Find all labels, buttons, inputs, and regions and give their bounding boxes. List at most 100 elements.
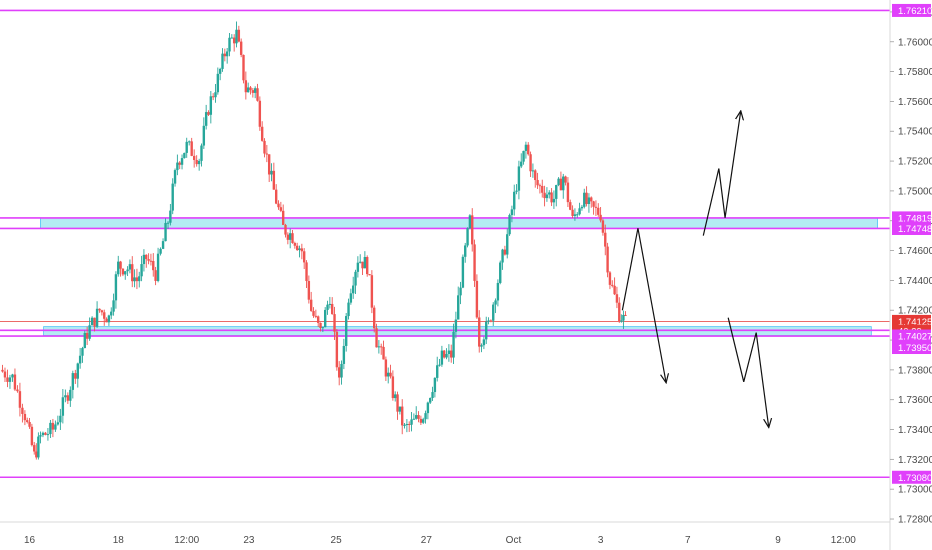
candle-down xyxy=(147,259,150,261)
candle-up xyxy=(531,170,535,172)
price-tag xyxy=(892,221,931,235)
price-tag-label: 1.74748 xyxy=(898,224,932,235)
candle-down xyxy=(74,373,77,379)
candle-up xyxy=(464,245,467,257)
candle-up xyxy=(468,215,472,229)
candle-up xyxy=(587,197,591,205)
candle-down xyxy=(391,376,395,399)
candle-up xyxy=(8,377,12,382)
candle-up xyxy=(202,125,206,146)
time-tick-label: Oct xyxy=(506,535,522,546)
candle-up xyxy=(492,304,495,321)
candle-up xyxy=(377,346,381,348)
candle-up xyxy=(524,144,528,151)
candle-down xyxy=(618,302,621,322)
candle-down xyxy=(314,315,318,317)
price-tag xyxy=(892,3,931,17)
candle-up xyxy=(459,287,462,296)
candle-up xyxy=(46,434,50,436)
projection-arrow xyxy=(727,317,768,427)
candle-up xyxy=(185,141,188,153)
candle-down xyxy=(312,310,315,316)
candle-up xyxy=(183,152,186,159)
candle-up xyxy=(548,192,551,195)
candle-down xyxy=(333,314,336,332)
candle-up xyxy=(81,348,84,356)
candlesticks xyxy=(1,21,627,460)
candle-down xyxy=(368,274,371,276)
candle-up xyxy=(494,300,497,305)
candle-down xyxy=(28,421,31,427)
candle-down xyxy=(100,310,104,313)
candle-up xyxy=(480,345,483,347)
candle-down xyxy=(606,246,609,273)
candle-up xyxy=(176,162,179,171)
candle-up xyxy=(173,170,177,184)
candle-down xyxy=(223,53,227,57)
candle-up xyxy=(128,264,132,270)
candle-up xyxy=(431,392,434,399)
candle-up xyxy=(513,191,516,210)
candle-up xyxy=(344,316,348,346)
candle-down xyxy=(302,251,306,263)
candle-down xyxy=(300,248,304,252)
candle-down xyxy=(534,170,537,181)
candle-up xyxy=(394,394,397,399)
projection-arrow xyxy=(702,112,740,236)
candle-up xyxy=(230,37,234,39)
candle-down xyxy=(473,244,476,281)
candle-down xyxy=(279,207,283,211)
time-tick-label: 7 xyxy=(685,535,691,546)
time-tick-label: 12:00 xyxy=(174,535,199,546)
candle-up xyxy=(457,295,460,320)
candle-up xyxy=(78,355,82,364)
candle-down xyxy=(475,280,479,318)
candle-down xyxy=(361,261,364,269)
candle-up xyxy=(323,309,327,328)
candle-up xyxy=(124,271,127,275)
candle-up xyxy=(288,233,292,240)
candle-up xyxy=(54,424,57,430)
price-tick-label: 1.75200 xyxy=(898,157,932,168)
candle-down xyxy=(592,201,595,207)
candle-down xyxy=(239,41,243,55)
candle-down xyxy=(178,162,181,165)
time-axis[interactable]: 16 18 12:00 23 25 27 Oct 3 7 9 12:00 xyxy=(0,521,890,546)
candle-down xyxy=(370,275,374,308)
price-tick-label: 1.75800 xyxy=(898,67,932,78)
candle-up xyxy=(37,436,40,458)
candle-down xyxy=(590,197,593,202)
candle-down xyxy=(611,284,614,286)
candle-down xyxy=(93,317,96,327)
candle-up xyxy=(83,332,86,349)
candle-down xyxy=(443,350,446,358)
candle-up xyxy=(499,262,502,283)
candle-up xyxy=(485,321,488,340)
candle-down xyxy=(604,232,607,247)
candle-down xyxy=(135,277,139,282)
price-axis[interactable]: 1.762001.760001.758001.756001.754001.752… xyxy=(889,0,932,550)
candle-up xyxy=(422,419,425,423)
price-tick-label: 1.74400 xyxy=(898,276,932,287)
price-tick-label: 1.75600 xyxy=(898,97,932,108)
candle-up xyxy=(133,277,136,282)
candle-up xyxy=(59,415,62,423)
time-tick-label: 9 xyxy=(775,535,781,546)
candle-down xyxy=(291,233,294,243)
candle-down xyxy=(337,367,341,378)
candle-down xyxy=(249,87,252,91)
candle-up xyxy=(126,269,129,272)
candle-down xyxy=(190,141,193,156)
candle-up xyxy=(204,112,208,126)
candle-up xyxy=(347,302,350,317)
candle-down xyxy=(274,189,278,204)
candle-up xyxy=(90,317,94,326)
candle-up xyxy=(438,364,441,366)
candle-down xyxy=(529,154,532,172)
candle-up xyxy=(69,389,72,401)
candle-up xyxy=(452,331,455,358)
time-tick-label: 12:00 xyxy=(831,535,856,546)
candle-up xyxy=(221,53,224,69)
candle-down xyxy=(366,257,369,275)
